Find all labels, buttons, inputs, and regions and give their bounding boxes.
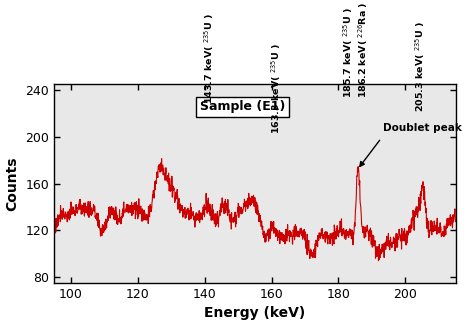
Text: Doublet peak: Doublet peak: [383, 123, 462, 133]
Text: 186.2 keV( $^{226}$Ra ): 186.2 keV( $^{226}$Ra ): [357, 2, 370, 98]
Text: 143.7 keV( $^{235}$U ): 143.7 keV( $^{235}$U ): [203, 13, 216, 104]
Text: 205.3 keV( $^{235}$U ): 205.3 keV( $^{235}$U ): [414, 22, 428, 112]
Y-axis label: Counts: Counts: [6, 156, 19, 211]
Text: 163.3 keV( $^{235}$U ): 163.3 keV( $^{235}$U ): [270, 43, 283, 134]
Text: 185.7 keV( $^{235}$U ): 185.7 keV( $^{235}$U ): [342, 7, 356, 98]
Text: Sample (E1): Sample (E1): [200, 100, 285, 113]
X-axis label: Energy (keV): Energy (keV): [204, 306, 305, 320]
